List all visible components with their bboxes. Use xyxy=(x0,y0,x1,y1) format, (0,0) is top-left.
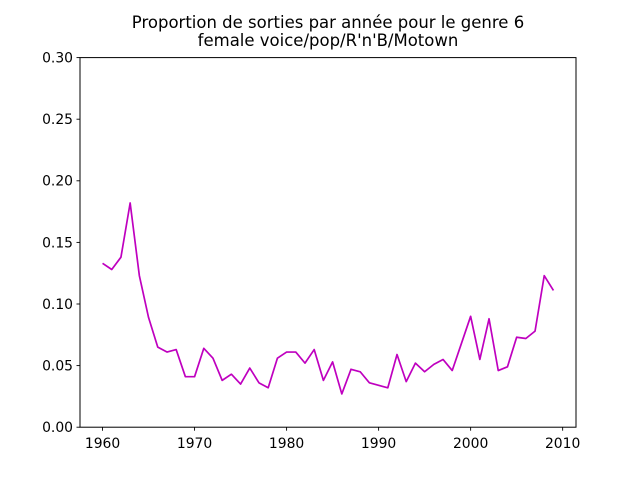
x-tick-label: 1960 xyxy=(85,436,120,452)
x-tick-label: 1980 xyxy=(269,436,304,452)
x-tick-label: 2010 xyxy=(545,436,580,452)
data-line xyxy=(102,202,555,395)
x-tick-label: 2000 xyxy=(453,436,488,452)
y-tick-label: 0.10 xyxy=(42,297,73,313)
x-tick-label: 1990 xyxy=(361,436,396,452)
chart-title: Proportion de sorties par année pour le … xyxy=(132,13,524,50)
y-tick-label: 0.15 xyxy=(42,235,73,251)
y-tick-label: 0.30 xyxy=(42,51,73,67)
y-tick-label: 0.05 xyxy=(42,359,73,375)
plot-area-border xyxy=(79,57,577,428)
y-tick-label: 0.20 xyxy=(42,174,73,190)
chart-title-line-1: Proportion de sorties par année pour le … xyxy=(132,13,524,32)
y-axis-ticks: 0.00 0.05 0.10 0.15 0.20 0.25 0.30 xyxy=(42,51,80,436)
y-tick-label: 0.00 xyxy=(42,420,73,436)
chart-title-line-2: female voice/pop/R'n'B/Motown xyxy=(198,31,459,50)
y-tick-label: 0.25 xyxy=(42,112,73,128)
x-axis-ticks: 1960 1970 1980 1990 2000 2010 xyxy=(85,427,580,452)
x-tick-label: 1970 xyxy=(177,436,212,452)
